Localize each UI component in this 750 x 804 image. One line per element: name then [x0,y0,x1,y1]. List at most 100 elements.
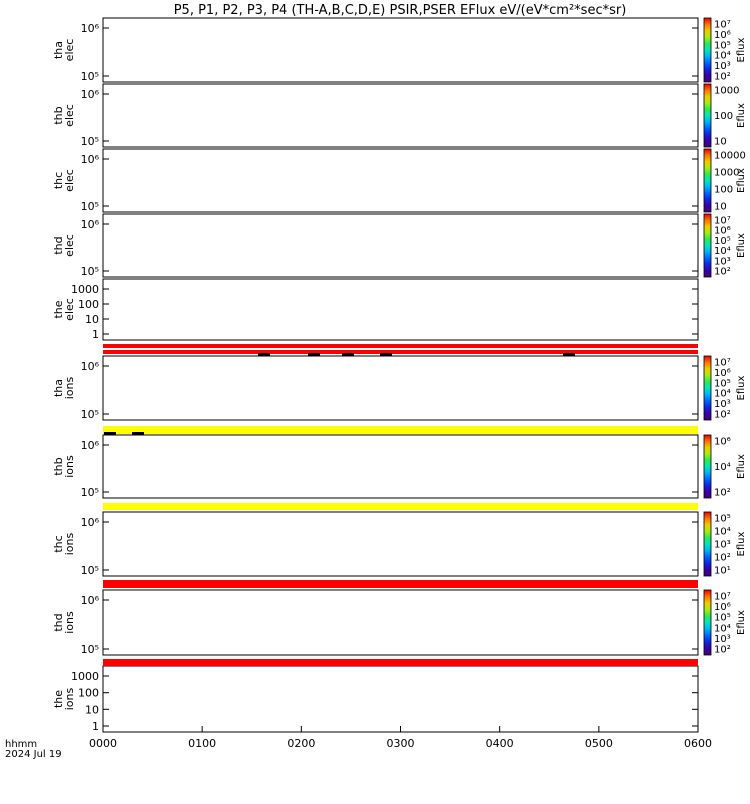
status-bars [103,344,698,666]
xtick-label: 0300 [387,737,415,750]
colorbar-tick-thc-ions: 10⁵ [714,514,731,525]
panel-frame-thb-ions [103,435,698,498]
colorbar-label-thb-ions: Eflux [736,454,747,479]
panel-frame-tha-ions [103,356,698,420]
panel-frame-thd-elec [103,214,698,277]
ytick-label-the-ions: 10 [85,703,99,716]
panel-frame-the-elec [103,279,698,340]
ytick-label-the-ions: 1000 [71,670,99,683]
ytick-label-the-ions: 1 [92,720,99,733]
colorbar-tick-thc-elec: 10 [714,202,727,213]
ytick-label-the-elec: 1 [92,328,99,341]
ylabel-the-elec: elec [63,298,76,321]
colorbar-tick-thb-elec: 10 [714,137,727,148]
ytick-label-thc-elec: 10⁶ [81,153,100,166]
ytick-label-the-elec: 100 [78,298,99,311]
colorbar-tick-thd-elec: 10² [714,267,731,278]
xtick-label: 0100 [188,737,216,750]
ytick-label-thc-ions: 10⁵ [81,564,99,577]
ylabel-tha-ions: ions [63,376,76,399]
ytick-label-the-elec: 1000 [71,283,99,296]
ytick-label-tha-ions: 10⁵ [81,408,99,421]
xtick-label: 0500 [585,737,613,750]
ytick-label-thd-ions: 10⁶ [81,594,100,607]
colorbar-tick-tha-ions: 10⁷ [714,358,731,369]
colorbar-tick-tha-elec: 10⁶ [714,30,731,41]
colorbar-label-tha-ions: Eflux [736,375,747,400]
panel-frame-the-ions [103,666,698,732]
ylabel-the-ions: ions [63,687,76,710]
colorbar-tick-tha-elec: 10² [714,72,731,83]
ytick-label-the-elec: 10 [85,313,99,326]
colorbar-label-tha-elec: Eflux [736,37,747,62]
colorbar-label-thc-ions: Eflux [736,531,747,556]
colorbar-tick-thc-ions: 10² [714,553,731,564]
colorbar-tick-thc-ions: 10⁴ [714,527,731,538]
colorbar-tick-thb-elec: 1000 [714,86,739,97]
ytick-label-thc-ions: 10⁶ [81,516,100,529]
ytick-label-thb-elec: 10⁶ [81,88,100,101]
colorbar-tick-thc-elec: 10000 [714,151,746,162]
xtick-label: 0200 [287,737,315,750]
ylabel-thd-ions: ions [63,611,76,634]
xtick-label: 0000 [89,737,117,750]
colorbar-thd-ions [704,590,711,655]
colorbar-tick-tha-elec: 10⁵ [714,40,731,51]
ytick-label-thc-elec: 10⁵ [81,200,99,213]
colorbar-thb-ions [704,435,711,498]
colorbar-label-thc-elec: Eflux [736,168,747,193]
ytick-label-thd-elec: 10⁵ [81,265,99,278]
panel-frame-thc-elec [103,149,698,212]
colorbar-tick-tha-ions: 10³ [714,399,731,410]
colorbar-tick-tha-ions: 10⁴ [714,389,731,400]
ytick-label-the-ions: 100 [78,687,99,700]
colorbar-tick-thd-ions: 10⁴ [714,623,731,634]
colorbar-thb-elec [704,84,711,147]
ylabel-thc-elec: elec [63,169,76,192]
time-axis: 0000 0100 0200 0300 0400 0500 0600 [89,726,712,750]
colorbar-label-thb-elec: Eflux [736,103,747,128]
ylabel-thd-elec: elec [63,234,76,257]
colorbar-tick-thd-ions: 10⁷ [714,592,731,603]
ytick-label-tha-elec: 10⁵ [81,70,99,83]
colorbar-tick-thb-elec: 100 [714,111,733,122]
ytick-label-thb-ions: 10⁵ [81,486,99,499]
colorbar-tick-thb-ions: 10² [714,488,731,499]
colorbar-tick-thc-ions: 10³ [714,540,731,551]
colorbar-tick-tha-elec: 10⁷ [714,20,731,31]
date-label: 2024 Jul 19 [5,749,62,760]
colorbar-thc-elec [704,149,711,212]
xtick-label: 0600 [684,737,712,750]
colorbar-label-thd-elec: Eflux [736,233,747,258]
colorbar-tick-tha-elec: 10³ [714,61,731,72]
colorbar-label-thd-ions: Eflux [736,610,747,635]
panel-frame-thb-elec [103,84,698,147]
colorbar-tick-thd-ions: 10² [714,645,731,656]
colorbar-tick-thc-elec: 100 [714,185,733,196]
colorbar-tick-tha-ions: 10² [714,410,731,421]
figure-title: P5, P1, P2, P3, P4 (TH-A,B,C,D,E) PSIR,P… [174,3,627,18]
colorbar-tick-thd-ions: 10⁶ [714,602,731,613]
ylabel-thb-elec: elec [63,104,76,127]
colorbar-tick-thb-ions: 10⁴ [714,462,731,473]
colorbar-tick-tha-ions: 10⁵ [714,378,731,389]
colorbar-thd-elec [704,214,711,277]
ytick-label-thd-elec: 10⁶ [81,218,100,231]
colorbar-tick-thd-ions: 10⁵ [714,613,731,624]
ylabel-thc-ions: ions [63,532,76,555]
colorbar-tick-tha-ions: 10⁶ [714,368,731,379]
ytick-label-thb-ions: 10⁶ [81,439,100,452]
xtick-label: 0400 [486,737,514,750]
ylabel-tha-elec: elec [63,39,76,62]
colorbar-tick-thd-ions: 10³ [714,634,731,645]
panel-frame-thd-ions [103,590,698,655]
